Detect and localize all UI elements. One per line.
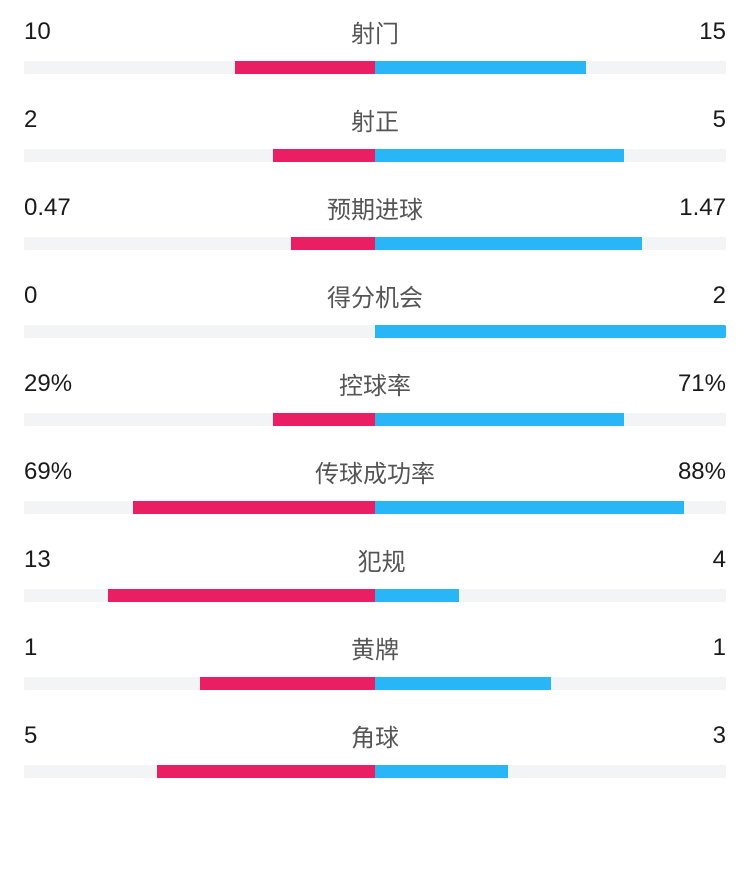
stat-value-left: 69%	[24, 458, 72, 486]
stat-value-right: 71%	[678, 370, 726, 398]
stat-bar-right-track	[375, 589, 726, 602]
stat-row: 5 角球 3	[24, 718, 726, 778]
stat-bar-left-fill	[157, 765, 375, 778]
stat-bar-right-track	[375, 149, 726, 162]
stat-header: 10 射门 15	[24, 14, 726, 49]
stat-bar-right-track	[375, 677, 726, 690]
stat-bar	[24, 413, 726, 426]
stat-bar-left-track	[24, 61, 375, 74]
stat-value-right: 88%	[678, 458, 726, 486]
stat-header: 29% 控球率 71%	[24, 366, 726, 401]
stat-header: 2 射正 5	[24, 102, 726, 137]
stat-bar-left-track	[24, 413, 375, 426]
stat-header: 69% 传球成功率 88%	[24, 454, 726, 489]
stat-row: 1 黄牌 1	[24, 630, 726, 690]
stat-bar	[24, 589, 726, 602]
stat-bar-left-track	[24, 149, 375, 162]
stat-bar	[24, 765, 726, 778]
stat-value-right: 2	[713, 282, 726, 310]
stat-bar-right-fill	[375, 677, 551, 690]
stat-bar-right-track	[375, 325, 726, 338]
stat-bar-right-fill	[375, 501, 684, 514]
stat-header: 13 犯规 4	[24, 542, 726, 577]
stat-row: 0.47 预期进球 1.47	[24, 190, 726, 250]
stat-bar-right-track	[375, 501, 726, 514]
stat-value-right: 5	[713, 106, 726, 134]
stat-bar-left-fill	[291, 237, 375, 250]
stat-value-left: 0.47	[24, 194, 71, 222]
stat-value-left: 5	[24, 722, 37, 750]
stat-label: 传球成功率	[315, 454, 435, 489]
stat-bar-left-fill	[273, 149, 375, 162]
stat-row: 13 犯规 4	[24, 542, 726, 602]
stat-value-right: 4	[713, 546, 726, 574]
stat-header: 1 黄牌 1	[24, 630, 726, 665]
stat-value-right: 1	[713, 634, 726, 662]
stat-label: 犯规	[358, 542, 406, 577]
stat-value-right: 3	[713, 722, 726, 750]
stat-bar-right-fill	[375, 413, 624, 426]
stat-bar	[24, 501, 726, 514]
stat-bar-left-track	[24, 677, 375, 690]
stat-row: 2 射正 5	[24, 102, 726, 162]
stat-bar-right-fill	[375, 149, 624, 162]
stat-value-left: 10	[24, 18, 51, 46]
stat-bar	[24, 149, 726, 162]
stat-header: 0 得分机会 2	[24, 278, 726, 313]
stat-header: 5 角球 3	[24, 718, 726, 753]
stat-row: 0 得分机会 2	[24, 278, 726, 338]
stat-bar-left-fill	[108, 589, 375, 602]
stat-row: 69% 传球成功率 88%	[24, 454, 726, 514]
stat-bar	[24, 237, 726, 250]
stat-bar-right-fill	[375, 61, 586, 74]
stat-row: 10 射门 15	[24, 14, 726, 74]
stat-label: 射门	[351, 14, 399, 49]
stat-bar-left-fill	[133, 501, 375, 514]
stat-bar-right-track	[375, 413, 726, 426]
stat-value-right: 1.47	[679, 194, 726, 222]
stat-value-left: 13	[24, 546, 51, 574]
stat-bar-right-track	[375, 765, 726, 778]
stat-label: 射正	[351, 102, 399, 137]
stat-label: 角球	[351, 718, 399, 753]
stat-bar-right-fill	[375, 589, 459, 602]
stat-bar-left-track	[24, 765, 375, 778]
stat-bar-left-track	[24, 237, 375, 250]
stat-row: 29% 控球率 71%	[24, 366, 726, 426]
stat-value-right: 15	[699, 18, 726, 46]
stat-bar-right-track	[375, 237, 726, 250]
stat-label: 得分机会	[327, 278, 423, 313]
stat-bar-left-fill	[200, 677, 376, 690]
stat-bar	[24, 677, 726, 690]
stat-header: 0.47 预期进球 1.47	[24, 190, 726, 225]
stat-bar-left-fill	[235, 61, 375, 74]
stat-bar-right-fill	[375, 325, 726, 338]
match-stats-container: 10射门152射正50.47预期进球1.470得分机会229%控球率71%69%…	[24, 14, 726, 778]
stat-value-left: 2	[24, 106, 37, 134]
stat-bar-left-fill	[273, 413, 375, 426]
stat-label: 黄牌	[351, 630, 399, 665]
stat-value-left: 1	[24, 634, 37, 662]
stat-bar	[24, 61, 726, 74]
stat-value-left: 29%	[24, 370, 72, 398]
stat-value-left: 0	[24, 282, 37, 310]
stat-label: 控球率	[339, 366, 411, 401]
stat-bar-right-fill	[375, 237, 642, 250]
stat-bar-left-track	[24, 589, 375, 602]
stat-bar-right-track	[375, 61, 726, 74]
stat-bar-left-track	[24, 325, 375, 338]
stat-bar	[24, 325, 726, 338]
stat-label: 预期进球	[327, 190, 423, 225]
stat-bar-left-track	[24, 501, 375, 514]
stat-bar-right-fill	[375, 765, 508, 778]
